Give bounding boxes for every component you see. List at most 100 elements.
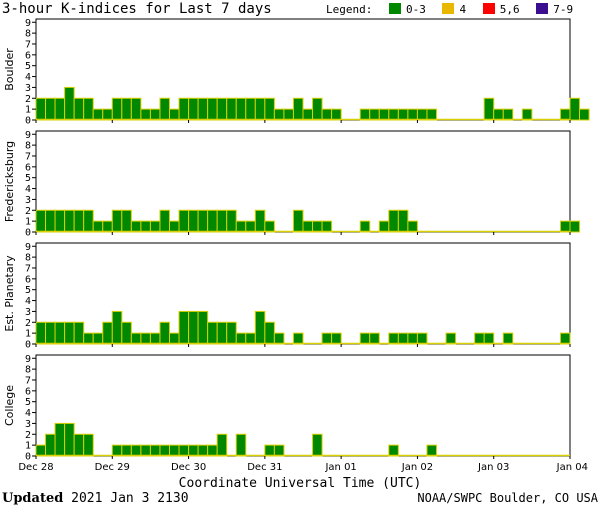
k-index-bar	[140, 332, 151, 345]
k-index-bar	[559, 108, 571, 121]
y-tick-label: 1	[25, 441, 31, 452]
legend: Legend: 0-3 4 5,6 7-9	[326, 3, 583, 16]
k-index-bar	[169, 108, 180, 121]
k-index-bar	[121, 444, 132, 457]
k-index-bar	[159, 321, 170, 345]
k-index-bar	[83, 433, 94, 457]
k-index-bar	[579, 108, 590, 121]
k-index-bar	[397, 332, 409, 345]
legend-item-4: 4	[442, 3, 466, 16]
k-index-bar	[254, 310, 266, 345]
k-index-bar	[140, 108, 151, 121]
k-index-bar	[188, 209, 199, 233]
legend-item-label: 0-3	[405, 3, 426, 16]
k-index-bar	[54, 422, 66, 457]
k-index-bar	[292, 332, 304, 345]
k-index-bar	[426, 444, 438, 457]
k-index-bar	[254, 97, 266, 121]
y-tick-label: 8	[25, 253, 31, 264]
k-index-bar	[245, 332, 256, 345]
y-tick-label: 8	[25, 29, 31, 40]
y-tick-label: 6	[25, 274, 31, 285]
k-index-bar	[121, 97, 132, 121]
k-index-bar	[312, 433, 323, 457]
k-index-bar	[159, 444, 170, 457]
y-tick-label: 5	[25, 173, 31, 184]
y-tick-label: 0	[25, 452, 31, 463]
k-index-bar	[388, 108, 399, 121]
k-index-bar	[54, 321, 66, 345]
k-index-bar	[45, 97, 56, 121]
k-index-bar	[111, 310, 123, 345]
k-index-chart: 0123456789Boulder0123456789Fredericksbur…	[3, 18, 590, 473]
y-tick-label: 0	[25, 116, 31, 127]
x-tick-label: Jan 04	[556, 462, 588, 473]
x-axis-title: Coordinate Universal Time (UTC)	[178, 476, 422, 491]
k-index-bar	[102, 321, 113, 345]
k-index-bar	[64, 422, 75, 457]
k-index-bar	[312, 220, 323, 233]
x-tick-label: Dec 28	[18, 462, 53, 473]
legend-item-5-6: 5,6	[482, 3, 520, 16]
k-index-bar	[121, 209, 132, 233]
k-index-bar	[273, 444, 285, 457]
k-index-bar	[397, 108, 409, 121]
y-tick-label: 3	[25, 195, 31, 206]
k-index-bar	[35, 321, 47, 345]
k-index-bar	[407, 220, 418, 233]
k-index-bar	[559, 220, 571, 233]
k-index-bar	[197, 310, 209, 345]
k-index-bar	[292, 97, 304, 121]
panel-label: Est. Planetary	[3, 255, 16, 332]
k-index-bar	[169, 332, 180, 345]
k-index-bar	[83, 209, 94, 233]
k-index-bar	[178, 444, 190, 457]
k-index-bar	[331, 332, 342, 345]
k-index-bar	[226, 97, 237, 121]
x-tick-label: Dec 29	[95, 462, 130, 473]
k-index-bar	[359, 108, 371, 121]
y-tick-label: 1	[25, 217, 31, 228]
k-index-bar	[73, 209, 85, 233]
k-index-bar	[216, 321, 228, 345]
y-tick-label: 1	[25, 329, 31, 340]
k-index-bar	[121, 321, 132, 345]
y-tick-label: 2	[25, 206, 31, 217]
k-index-bar	[111, 444, 123, 457]
k-index-bar	[416, 108, 428, 121]
k-index-bar	[64, 86, 75, 121]
k-index-bar	[159, 209, 170, 233]
k-index-bar	[45, 321, 56, 345]
y-tick-label: 3	[25, 83, 31, 94]
k-index-bar	[369, 332, 380, 345]
k-index-bar	[73, 433, 85, 457]
x-tick-label: Dec 31	[247, 462, 282, 473]
y-tick-label: 4	[25, 72, 31, 83]
k-index-bar	[73, 321, 85, 345]
k-index-bar	[302, 108, 314, 121]
k-index-bar	[388, 332, 399, 345]
k-index-bar	[35, 97, 47, 121]
x-tick-label: Dec 30	[171, 462, 206, 473]
panel-label: Boulder	[3, 48, 16, 91]
k-index-bar	[273, 332, 285, 345]
k-index-bar	[254, 209, 266, 233]
k-index-bar	[416, 332, 428, 345]
k-index-bar	[130, 220, 142, 233]
legend-item-7-9: 7-9	[536, 3, 573, 16]
k-index-bar	[264, 321, 275, 345]
credit-text: NOAA/SWPC Boulder, CO USA	[417, 491, 598, 505]
k-index-bar	[169, 220, 180, 233]
k-index-bar	[188, 444, 199, 457]
k-index-bar	[216, 433, 228, 457]
k-index-bar	[388, 209, 399, 233]
y-tick-label: 5	[25, 285, 31, 296]
k-index-bar	[207, 444, 218, 457]
k-index-bar	[235, 332, 247, 345]
y-tick-label: 2	[25, 318, 31, 329]
k-index-bar	[245, 220, 256, 233]
legend-item-label: 5,6	[499, 3, 520, 16]
y-tick-label: 6	[25, 386, 31, 397]
k-index-bar	[35, 209, 47, 233]
y-tick-label: 7	[25, 151, 31, 162]
